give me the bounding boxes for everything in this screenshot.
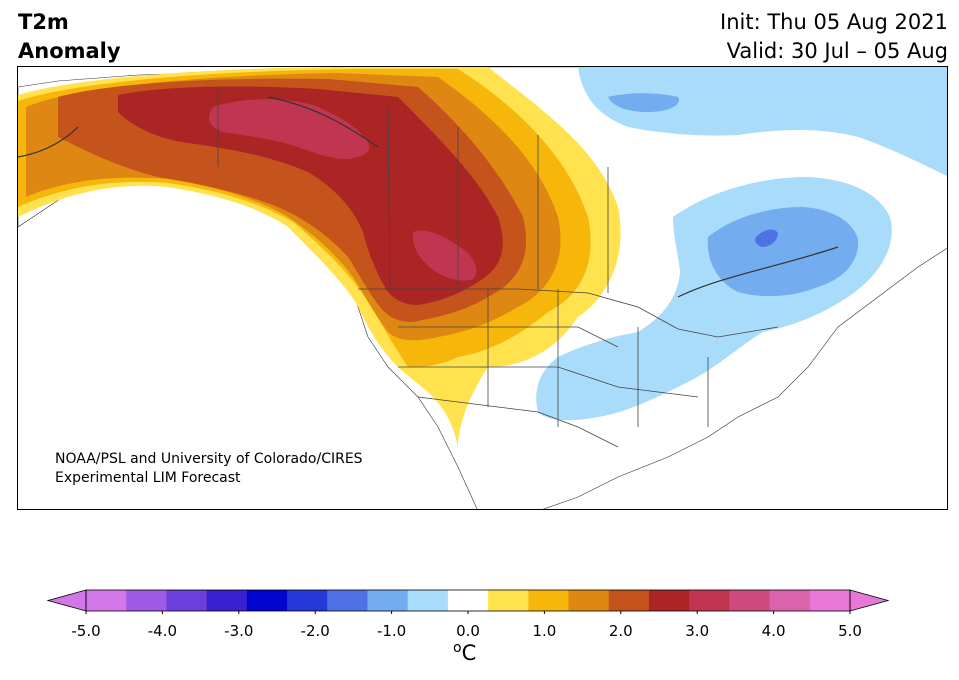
colorbar-segment xyxy=(809,590,851,611)
colorbar-segment xyxy=(729,590,771,611)
colorbar-tick-label: 0.0 xyxy=(456,622,480,640)
forecast-dates: Init: Thu 05 Aug 2021 Valid: 30 Jul – 05… xyxy=(720,8,948,66)
anomaly-label: Anomaly xyxy=(18,39,121,63)
valid-period: Valid: 30 Jul – 05 Aug xyxy=(726,39,948,63)
cool-anomaly-1.5-north xyxy=(608,93,679,112)
unit-degree: o xyxy=(453,640,462,656)
colorbar-segment xyxy=(488,590,529,611)
colorbar-segment xyxy=(86,590,127,611)
colorbar-tick-label: 5.0 xyxy=(838,622,862,640)
anomaly-map xyxy=(17,66,948,510)
unit-letter: C xyxy=(461,641,477,665)
colorbar-segment xyxy=(166,590,208,611)
colorbar-extend-high xyxy=(849,589,890,612)
map-title: T2m Anomaly xyxy=(18,8,121,66)
colorbar-segment xyxy=(608,590,650,611)
warm-anomaly-3.5-b xyxy=(412,230,477,281)
colorbar-tick-label: -5.0 xyxy=(71,622,101,640)
colorbar-segment xyxy=(568,590,610,611)
colorbar-segment xyxy=(287,590,328,611)
colorbar-segment xyxy=(528,590,570,611)
colorbar xyxy=(46,589,890,614)
colorbar-tick-label: 4.0 xyxy=(761,622,786,640)
colorbar-tick-label: 2.0 xyxy=(608,622,633,640)
credit-line-1: NOAA/PSL and University of Colorado/CIRE… xyxy=(55,451,363,467)
colorbar-segment xyxy=(246,590,288,611)
colorbar-tick-label: -3.0 xyxy=(224,622,254,640)
colorbar-segment xyxy=(447,590,489,611)
cool-anomaly-1.0-north xyxy=(578,67,947,177)
colorbar-segment xyxy=(367,590,409,611)
colorbar-segment xyxy=(206,590,248,611)
colorbar-segment xyxy=(689,590,730,611)
warm-anomaly-3.0 xyxy=(118,86,503,305)
coastlines xyxy=(18,96,839,298)
colorbar-tick-label: -4.0 xyxy=(147,622,178,640)
colorbar-tick-label: 3.0 xyxy=(685,622,710,640)
cool-anomaly-2.0-east xyxy=(755,229,778,247)
init-date: Init: Thu 05 Aug 2021 xyxy=(720,10,948,34)
map-canvas xyxy=(18,67,947,509)
warm-anomaly-3.5 xyxy=(209,99,370,159)
variable-label: T2m xyxy=(18,10,69,34)
colorbar-segment xyxy=(769,590,811,611)
colorbar-segment xyxy=(407,590,449,611)
credit-line-2: Experimental LIM Forecast xyxy=(55,470,241,486)
colorbar-unit: oC xyxy=(453,640,476,665)
colorbar-segment xyxy=(648,590,690,611)
colorbar-segment xyxy=(327,590,368,611)
colorbar-tick-label: -1.0 xyxy=(376,622,407,640)
colorbar-segment xyxy=(126,590,167,611)
colorbar-tick-label: 1.0 xyxy=(532,622,557,640)
colorbar-extend-low xyxy=(46,589,87,612)
map-credit: NOAA/PSL and University of Colorado/CIRE… xyxy=(55,450,363,488)
colorbar-tick-label: -2.0 xyxy=(300,622,330,640)
political-boundaries xyxy=(217,87,779,448)
